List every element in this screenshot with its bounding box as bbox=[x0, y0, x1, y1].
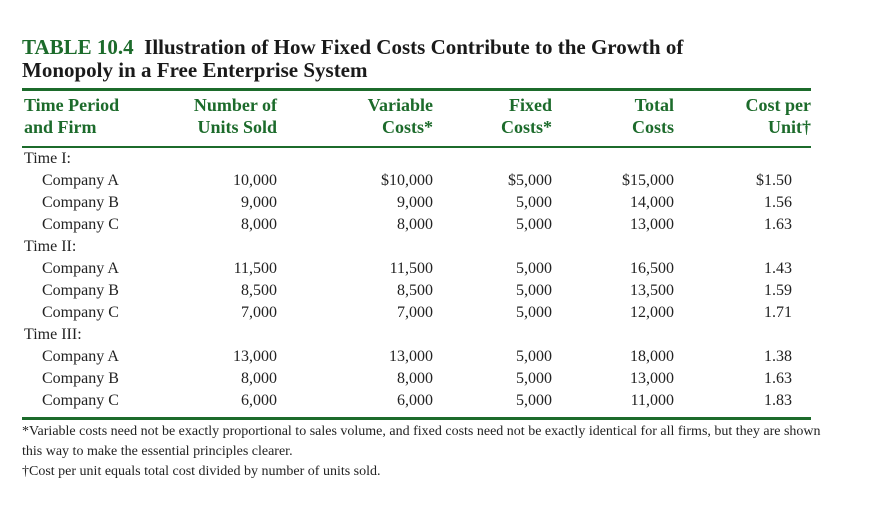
column-header-line: Costs* bbox=[381, 117, 433, 137]
group-label: Time I: bbox=[24, 150, 71, 167]
table-cell: 5,000 bbox=[516, 304, 552, 321]
column-header: Variable Costs* bbox=[368, 94, 433, 138]
table-number: TABLE 10.4 bbox=[22, 35, 134, 59]
table-cell: 8,000 bbox=[241, 370, 277, 387]
header-rule bbox=[22, 146, 811, 148]
table-cell: Company B bbox=[42, 194, 119, 211]
footnote-variable: *Variable costs need not be exactly prop… bbox=[22, 424, 821, 459]
table-cell: 13,000 bbox=[389, 348, 433, 365]
table-cell: 10,000 bbox=[233, 172, 277, 189]
table-title: TABLE 10.4 Illustration of How Fixed Cos… bbox=[22, 36, 683, 82]
column-header-line: Units Sold bbox=[197, 117, 277, 137]
column-header-line: Time Period bbox=[24, 95, 120, 115]
table-cell: 13,000 bbox=[630, 370, 674, 387]
table-cell: 7,000 bbox=[241, 304, 277, 321]
table-row: Company A 11,500 11,500 5,000 16,500 1.43 bbox=[0, 258, 869, 280]
table-cell: 13,000 bbox=[233, 348, 277, 365]
column-header-line: Costs bbox=[631, 117, 674, 137]
table-row: Company C 6,000 6,000 5,000 11,000 1.83 bbox=[0, 390, 869, 412]
column-header-line: Cost per bbox=[745, 95, 812, 115]
table-row: Company B 8,500 8,500 5,000 13,500 1.59 bbox=[0, 280, 869, 302]
table-cell: Company B bbox=[42, 370, 119, 387]
table-cell: $1.50 bbox=[756, 172, 792, 189]
column-header-line: Costs* bbox=[500, 117, 552, 137]
table-cell: Company C bbox=[42, 216, 119, 233]
table-cell: 12,000 bbox=[630, 304, 674, 321]
top-rule bbox=[22, 88, 811, 91]
table-cell: 5,000 bbox=[516, 194, 552, 211]
table-cell: 8,000 bbox=[397, 216, 433, 233]
column-header-line: Number of bbox=[193, 95, 277, 115]
table-cell: 8,000 bbox=[241, 216, 277, 233]
table-cell: 1.59 bbox=[764, 282, 792, 299]
table-row: Company B 8,000 8,000 5,000 13,000 1.63 bbox=[0, 368, 869, 390]
table-cell: 9,000 bbox=[397, 194, 433, 211]
table-cell: Company A bbox=[42, 260, 119, 277]
table-cell: Company C bbox=[42, 304, 119, 321]
table-cell: 1.38 bbox=[764, 348, 792, 365]
column-header-line: Unit† bbox=[767, 117, 811, 137]
table-title-line2: Monopoly in a Free Enterprise System bbox=[22, 58, 368, 82]
table-cell: 1.71 bbox=[764, 304, 792, 321]
table-cell: 11,500 bbox=[389, 260, 433, 277]
bottom-rule bbox=[22, 417, 811, 420]
table-cell: 8,500 bbox=[397, 282, 433, 299]
table-cell: 13,500 bbox=[630, 282, 674, 299]
table-cell: Company A bbox=[42, 348, 119, 365]
table-row: Company C 8,000 8,000 5,000 13,000 1.63 bbox=[0, 214, 869, 236]
column-header: Number of Units Sold bbox=[194, 94, 277, 138]
table-cell: $15,000 bbox=[622, 172, 674, 189]
table-cell: 5,000 bbox=[516, 216, 552, 233]
table-cell: 9,000 bbox=[241, 194, 277, 211]
table-cell: 6,000 bbox=[397, 392, 433, 409]
table-title-text: Illustration of How Fixed Costs Contribu… bbox=[144, 35, 684, 59]
table-cell: 1.63 bbox=[764, 370, 792, 387]
table-cell: 5,000 bbox=[516, 392, 552, 409]
table-cell: Company B bbox=[42, 282, 119, 299]
group-label: Time III: bbox=[24, 326, 82, 343]
table-cell: 18,000 bbox=[630, 348, 674, 365]
footnote-cost-per-unit: †Cost per unit equals total cost divided… bbox=[22, 464, 381, 479]
column-header-line: and Firm bbox=[24, 117, 97, 137]
table-cell: 5,000 bbox=[516, 348, 552, 365]
table-cell: 16,500 bbox=[630, 260, 674, 277]
table-row: Company A 13,000 13,000 5,000 18,000 1.38 bbox=[0, 346, 869, 368]
group-row: Time III: bbox=[0, 324, 869, 346]
group-label: Time II: bbox=[24, 238, 77, 255]
table-cell: $5,000 bbox=[508, 172, 552, 189]
table-cell: 8,000 bbox=[397, 370, 433, 387]
table-cell: Company C bbox=[42, 392, 119, 409]
table-cell: 1.43 bbox=[764, 260, 792, 277]
table-cell: 1.63 bbox=[764, 216, 792, 233]
table-row: Company B 9,000 9,000 5,000 14,000 1.56 bbox=[0, 192, 869, 214]
column-header: Total Costs bbox=[632, 94, 674, 138]
table-cell: 14,000 bbox=[630, 194, 674, 211]
table-cell: 6,000 bbox=[241, 392, 277, 409]
table-cell: 5,000 bbox=[516, 282, 552, 299]
table-cell: 8,500 bbox=[241, 282, 277, 299]
group-row: Time I: bbox=[0, 148, 869, 170]
table-row: Company C 7,000 7,000 5,000 12,000 1.71 bbox=[0, 302, 869, 324]
table-cell: 1.83 bbox=[764, 392, 792, 409]
table-cell: 5,000 bbox=[516, 260, 552, 277]
column-header-line: Total bbox=[634, 95, 674, 115]
table-cell: 1.56 bbox=[764, 194, 792, 211]
table-cell: 11,000 bbox=[630, 392, 674, 409]
column-header: Time Period and Firm bbox=[24, 94, 119, 138]
column-header: Fixed Costs* bbox=[501, 94, 552, 138]
footnotes: *Variable costs need not be exactly prop… bbox=[22, 422, 822, 482]
table-cell: 5,000 bbox=[516, 370, 552, 387]
table-cell: $10,000 bbox=[381, 172, 433, 189]
table-cell: Company A bbox=[42, 172, 119, 189]
table-cell: 13,000 bbox=[630, 216, 674, 233]
table-cell: 7,000 bbox=[397, 304, 433, 321]
group-row: Time II: bbox=[0, 236, 869, 258]
table-cell: 11,500 bbox=[233, 260, 277, 277]
column-header: Cost per Unit† bbox=[746, 94, 812, 138]
table-row: Company A 10,000 $10,000 $5,000 $15,000 $1.50 bbox=[0, 170, 869, 192]
column-header-line: Fixed bbox=[509, 95, 552, 115]
column-header-line: Variable bbox=[367, 95, 433, 115]
